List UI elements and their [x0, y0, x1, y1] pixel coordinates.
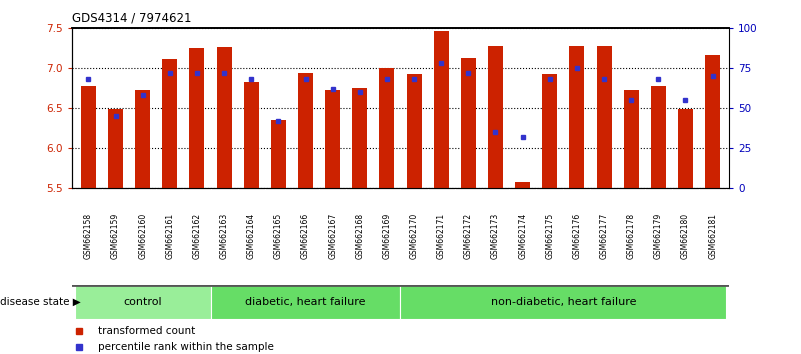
- Bar: [461, 58, 476, 188]
- Text: GSM662161: GSM662161: [165, 213, 175, 259]
- Bar: [352, 88, 367, 188]
- Bar: [190, 48, 204, 188]
- Text: GSM662159: GSM662159: [111, 213, 120, 259]
- Bar: [624, 91, 638, 188]
- Text: GSM662170: GSM662170: [409, 213, 419, 259]
- Bar: [515, 182, 530, 188]
- Text: disease state ▶: disease state ▶: [0, 297, 81, 307]
- Text: GSM662166: GSM662166: [301, 213, 310, 259]
- Bar: [244, 82, 259, 188]
- Bar: [163, 59, 177, 188]
- Text: GSM662175: GSM662175: [545, 213, 554, 259]
- Text: transformed count: transformed count: [99, 326, 195, 336]
- Bar: [135, 90, 150, 188]
- Bar: [678, 109, 693, 188]
- Text: GSM662173: GSM662173: [491, 213, 500, 259]
- Text: GSM662181: GSM662181: [708, 213, 717, 259]
- Text: GSM662171: GSM662171: [437, 213, 445, 259]
- Bar: [298, 73, 313, 188]
- Bar: [211, 285, 400, 319]
- Bar: [488, 46, 503, 188]
- Bar: [81, 86, 96, 188]
- Bar: [705, 55, 720, 188]
- Bar: [271, 120, 286, 188]
- Text: GSM662180: GSM662180: [681, 213, 690, 259]
- Text: control: control: [123, 297, 162, 307]
- Bar: [74, 285, 211, 319]
- Text: GSM662177: GSM662177: [600, 213, 609, 259]
- Bar: [380, 68, 394, 188]
- Text: GSM662169: GSM662169: [382, 213, 392, 259]
- Text: GSM662179: GSM662179: [654, 213, 663, 259]
- Text: GDS4314 / 7974621: GDS4314 / 7974621: [72, 12, 191, 25]
- Bar: [407, 74, 421, 188]
- Bar: [325, 90, 340, 188]
- Bar: [108, 109, 123, 188]
- Bar: [597, 46, 611, 188]
- Bar: [400, 285, 727, 319]
- Bar: [570, 46, 585, 188]
- Text: GSM662160: GSM662160: [138, 213, 147, 259]
- Text: GSM662163: GSM662163: [219, 213, 228, 259]
- Text: GSM662174: GSM662174: [518, 213, 527, 259]
- Bar: [216, 47, 231, 188]
- Bar: [542, 74, 557, 188]
- Text: percentile rank within the sample: percentile rank within the sample: [99, 342, 274, 352]
- Text: diabetic, heart failure: diabetic, heart failure: [245, 297, 366, 307]
- Text: GSM662162: GSM662162: [192, 213, 201, 259]
- Text: GSM662164: GSM662164: [247, 213, 256, 259]
- Text: non-diabetic, heart failure: non-diabetic, heart failure: [490, 297, 636, 307]
- Bar: [434, 31, 449, 188]
- Text: GSM662168: GSM662168: [356, 213, 364, 259]
- Text: GSM662176: GSM662176: [573, 213, 582, 259]
- Bar: [651, 86, 666, 188]
- Text: GSM662165: GSM662165: [274, 213, 283, 259]
- Text: GSM662158: GSM662158: [84, 213, 93, 259]
- Text: GSM662178: GSM662178: [626, 213, 636, 259]
- Text: GSM662167: GSM662167: [328, 213, 337, 259]
- Text: GSM662172: GSM662172: [464, 213, 473, 259]
